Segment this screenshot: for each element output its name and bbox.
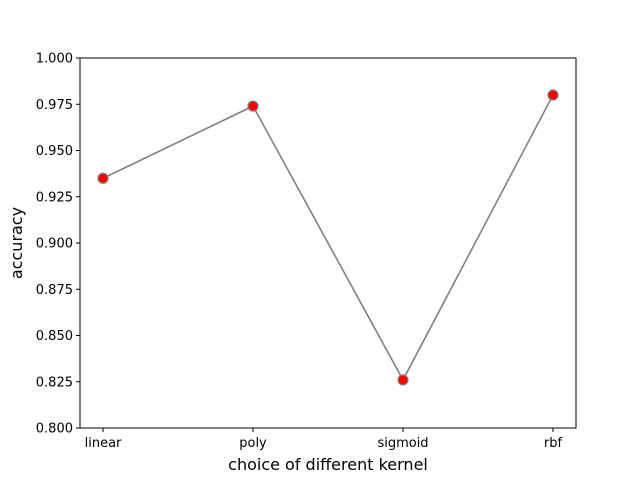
y-tick-label: 0.925: [36, 190, 73, 205]
series-layer: [97, 89, 559, 386]
y-tick-label: 1.000: [36, 52, 73, 67]
y-tick-label: 0.950: [36, 144, 73, 159]
x-tick-label: sigmoid: [377, 436, 428, 451]
data-point-rbf: [547, 89, 559, 101]
x-tick-label: linear: [85, 436, 122, 451]
y-tick-label: 0.825: [36, 375, 73, 390]
y-tick-label: 0.850: [36, 329, 73, 344]
x-tick-label: rbf: [544, 436, 563, 451]
series-line: [102, 94, 554, 382]
y-axis-title: accuracy: [7, 207, 26, 279]
y-tick-label: 0.875: [36, 283, 73, 298]
x-axis-ticks: linear poly sigmoid rbf: [85, 428, 563, 451]
y-tick-label: 0.975: [36, 98, 73, 113]
data-point-linear: [97, 172, 109, 184]
y-tick-label: 0.800: [36, 422, 73, 437]
y-axis-ticks: 0.800 0.825 0.850 0.875 0.900 0.925 0.950 0.975…: [36, 52, 80, 437]
data-point-poly: [247, 100, 259, 112]
x-axis-title: choice of different kernel: [228, 455, 428, 474]
y-tick-label: 0.900: [36, 237, 73, 252]
data-point-sigmoid: [397, 374, 409, 386]
x-tick-label: poly: [239, 436, 267, 451]
